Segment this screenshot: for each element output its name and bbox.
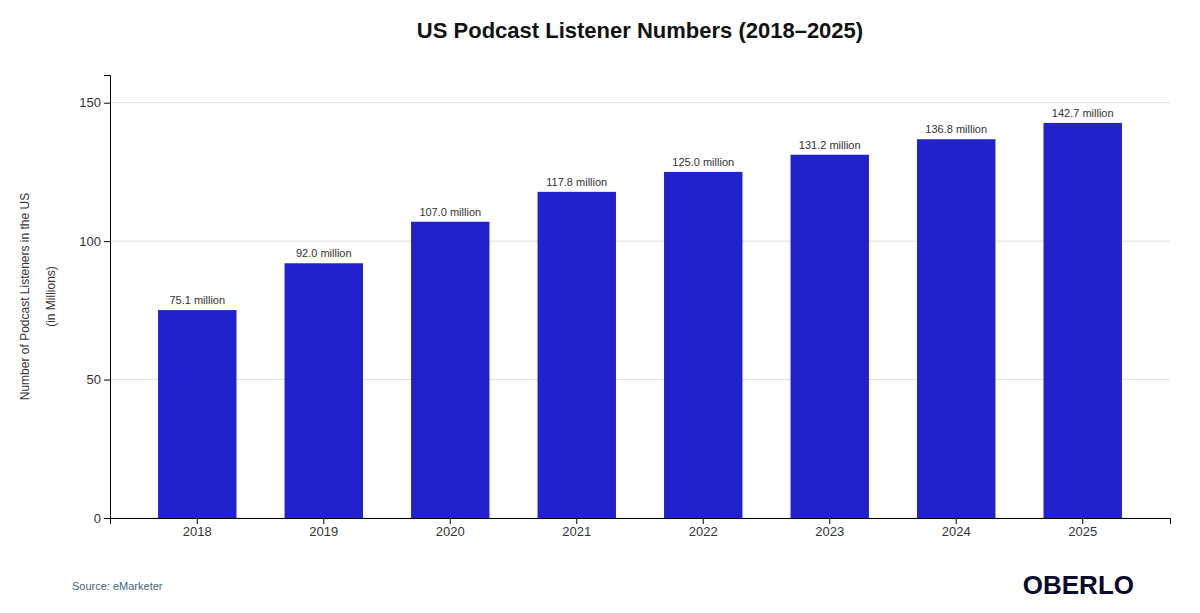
x-tick-label: 2021	[562, 524, 591, 539]
y-tick-mark	[104, 380, 110, 381]
grid-line	[110, 241, 1170, 242]
data-label: 125.0 million	[672, 156, 734, 168]
data-label: 142.7 million	[1052, 107, 1114, 119]
bar	[158, 310, 236, 518]
x-tick-mark	[703, 518, 704, 524]
x-tick-mark	[1082, 518, 1083, 524]
x-tick: 2021	[562, 518, 591, 539]
data-labels: 75.1 million 92.0 million 107.0 million 117…	[169, 107, 1113, 306]
data-label: 75.1 million	[169, 294, 225, 306]
y-tick-label: 50	[87, 372, 101, 387]
data-label: 131.2 million	[799, 139, 861, 151]
y-tick-mark	[104, 518, 110, 519]
x-tick-mark	[576, 518, 577, 524]
grid-line	[110, 102, 1170, 103]
x-tick-mark	[323, 518, 324, 524]
y-tick-label: 150	[79, 95, 101, 110]
y-tick: 150	[79, 95, 110, 110]
y-tick-mark	[104, 241, 110, 242]
y-tick-label: 0	[94, 511, 101, 526]
source-note: Source: eMarketer	[72, 580, 163, 592]
x-tick-mark	[956, 518, 957, 524]
y-axis-title: (in Millions)	[44, 266, 58, 327]
x-tick-mark	[829, 518, 830, 524]
x-tick-label: 2018	[183, 524, 212, 539]
bar	[791, 155, 869, 518]
x-tick-label: 2020	[436, 524, 465, 539]
chart: 0 50 100 150 2018 2019 2020 2021 2022 2023 2024 202…	[0, 0, 1200, 613]
bar	[538, 192, 616, 518]
x-tick: 2024	[942, 518, 971, 539]
y-tick-label: 100	[79, 234, 101, 249]
x-tick-mark	[450, 518, 451, 524]
bars	[158, 123, 1122, 518]
grid-line	[110, 379, 1170, 380]
x-tick-label: 2022	[689, 524, 718, 539]
bar	[411, 222, 489, 518]
bar	[917, 139, 995, 518]
y-tick: 50	[87, 372, 110, 387]
x-tick-label: 2025	[1068, 524, 1097, 539]
x-tick: 2023	[815, 518, 844, 539]
x-tick-label: 2019	[309, 524, 338, 539]
y-axis-line	[104, 76, 111, 519]
y-tick-mark	[104, 103, 110, 104]
x-tick: 2020	[436, 518, 465, 539]
x-tick: 2025	[1068, 518, 1097, 539]
y-axis: 0 50 100 150	[79, 76, 110, 526]
y-axis-title: Number of Podcast Listeners in the US	[18, 193, 32, 400]
grid	[110, 103, 1170, 518]
x-tick: 2022	[689, 518, 718, 539]
brand: OBERLO	[1023, 570, 1134, 600]
data-label: 117.8 million	[546, 176, 607, 188]
x-tick: 2019	[309, 518, 338, 539]
bar	[285, 263, 363, 518]
x-tick-label: 2023	[815, 524, 844, 539]
bar	[664, 172, 742, 518]
y-tick: 0	[94, 511, 110, 526]
x-tick: 2018	[183, 518, 212, 539]
data-label: 136.8 million	[925, 123, 987, 135]
y-tick: 100	[79, 234, 110, 249]
bar	[1044, 123, 1122, 518]
x-axis: 2018 2019 2020 2021 2022 2023 2024 2025	[111, 518, 1171, 539]
title: US Podcast Listener Numbers (2018–2025)	[417, 18, 863, 43]
x-axis-line	[111, 519, 1171, 525]
data-label: 92.0 million	[296, 247, 352, 259]
data-label: 107.0 million	[419, 206, 481, 218]
plot-area: 0 50 100 150 2018 2019 2020 2021 2022 2023 2024 202…	[79, 76, 1170, 540]
x-tick-mark	[197, 518, 198, 524]
x-tick-label: 2024	[942, 524, 971, 539]
